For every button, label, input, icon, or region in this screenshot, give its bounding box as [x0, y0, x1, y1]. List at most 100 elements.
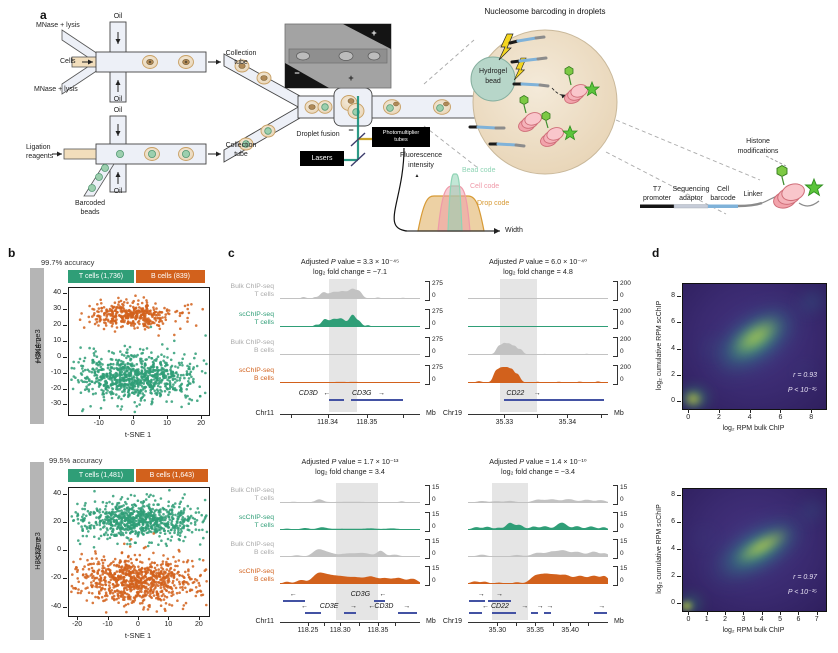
gene-body-bar: [344, 611, 356, 614]
x-tick-mark: [816, 611, 818, 615]
y-tick-mark: [677, 549, 681, 550]
ligation-reagents-label: reagents: [26, 153, 54, 160]
density-blob: [683, 590, 709, 611]
density-blob: [687, 528, 722, 548]
coverage-track: [280, 499, 420, 503]
genome-tracks-cd3-h3k27me3: Adjusted P value = 1.7 × 10⁻¹³ log₂ fold …: [225, 452, 457, 652]
track-label: Bulk ChIP-seq T cells: [225, 283, 274, 299]
correlation-r-annotation: r = 0.93: [793, 372, 817, 379]
gene-strand-arrow-icon: →: [598, 603, 606, 610]
track-label: Bulk ChIP-seq T cells: [225, 487, 274, 503]
y-tick-label: 0: [57, 546, 61, 554]
adjusted-p-value-title: Adjusted P value = 6.0 × 10⁻⁴⁰: [468, 257, 608, 266]
t7-promoter-label: promoter: [642, 195, 672, 202]
gene-strand-arrow-icon: →: [521, 603, 529, 610]
track-label-line: B cells: [253, 346, 274, 354]
track-label-line: T cells: [254, 318, 274, 326]
track-area: [280, 567, 420, 584]
y-axis-title: log₂ cumulative RPM scChIP: [656, 300, 663, 391]
x-axis-title: t-SNE 1: [124, 430, 152, 439]
y-axis-title: t-SNE 2: [34, 337, 43, 364]
scale-bracket: [613, 566, 618, 586]
coverage-track: [280, 549, 420, 557]
gene-body-bar: [531, 611, 538, 614]
heatmap-plot-area: [682, 488, 827, 612]
genomic-axis: [468, 414, 608, 415]
x-axis-title: log₂ RPM bulk ChIP: [722, 627, 785, 634]
lasers-label: Lasers: [311, 155, 333, 162]
pmt-label: tubes: [394, 137, 408, 143]
scale-bracket: [613, 485, 618, 505]
adjusted-p-value-title: Adjusted P value = 1.7 × 10⁻¹³: [280, 457, 420, 466]
y-tick-label: 4: [671, 344, 675, 352]
y-tick-mark: [63, 309, 67, 311]
coverage-track: [468, 342, 608, 355]
y-tick-mark: [63, 522, 67, 524]
scale-max-label: 15: [620, 511, 628, 518]
x-tick-label: 0: [686, 414, 691, 421]
axis-arrow-icon: ▲: [414, 173, 420, 179]
track-label-line: scChIP-seq: [238, 514, 274, 521]
p-value-text: Adjusted: [489, 457, 520, 466]
plus-electrode-label: +: [348, 73, 354, 83]
axis-minor-tick: [552, 623, 554, 626]
p-value-annotation: P < 10⁻¹⁵: [787, 589, 817, 596]
gene-strand-arrow-icon: →: [533, 390, 541, 397]
x-tick-label: 2: [723, 616, 728, 623]
y-tick-label: 20: [53, 321, 61, 329]
y-tick-label: 30: [53, 305, 61, 313]
gene-body-bar: [305, 611, 321, 614]
y-tick-label: -20: [50, 574, 61, 582]
x-tick-label: 3: [741, 616, 746, 623]
track-area: [280, 310, 420, 327]
gene-label: CD3D: [374, 603, 394, 610]
highlight-region: [491, 483, 529, 620]
y-axis-title: t-SNE 2: [34, 537, 43, 565]
coordinate-tick-label: 35.34: [558, 419, 577, 426]
linker-label: Linker: [743, 191, 763, 198]
axis-minor-tick: [601, 415, 602, 418]
histone-mark-hexagon-icon: [519, 95, 529, 105]
histone-modifications-label: modifications: [737, 148, 779, 155]
hydrogel-bead-label: bead: [485, 78, 501, 85]
gene-body-bar: [469, 599, 485, 602]
scale-max-label: 15: [620, 538, 628, 545]
gene-strand-arrow-icon: →: [546, 603, 554, 610]
y-tick-label: -40: [50, 602, 61, 610]
legend-t-cells: T cells (1,481): [68, 469, 134, 482]
droplet-fusion-label: Droplet fusion: [296, 131, 340, 138]
scale-max-label: 15: [620, 565, 628, 572]
y-tick-label: 2: [671, 371, 675, 379]
p-value-text: P: [519, 457, 525, 466]
scale-bracket: [613, 309, 618, 329]
scale-zero-label: 0: [432, 550, 436, 557]
chromosome-label: Chr11: [255, 410, 274, 417]
track-label-line: B cells: [253, 575, 274, 583]
scale-bracket: [613, 512, 618, 532]
signal-curve: [393, 147, 408, 232]
gene-label: CD3D: [298, 390, 318, 397]
x-tick-mark: [688, 611, 690, 615]
y-tick-label: 0: [57, 352, 61, 360]
axis-tick-mark: [308, 623, 309, 626]
barcoded-beads-label: beads: [80, 209, 100, 216]
fold-change-title: log₂ fold change = 3.4: [315, 467, 385, 476]
scale-max-label: 275: [432, 280, 443, 287]
x-tick-mark: [798, 611, 800, 615]
nucleosome-icons: [518, 66, 601, 147]
cell-code-label: Cell code: [470, 183, 500, 190]
coverage-track: [468, 550, 608, 557]
axis-tick-mark: [570, 623, 572, 626]
axis-minor-tick: [291, 415, 293, 418]
axis-minor-tick: [516, 623, 518, 626]
correlation-r-annotation: r = 0.97: [793, 574, 817, 581]
coverage-track: [468, 298, 608, 299]
correlation-heatmap-h3k27me3: r = 0.97 P < 10⁻¹⁵ 0 2 4 6 8 0 1 2 3 4 5 6 7 log₂ RPM b…: [648, 448, 838, 653]
track-label: Bulk ChIP-seq B cells: [225, 339, 274, 355]
scale-max-label: 200: [620, 336, 631, 343]
fluorescence-intensity-label: intensity: [408, 162, 434, 169]
x-tick-label: 20: [197, 420, 206, 427]
histone-mark-hexagon-icon: [776, 164, 788, 178]
histone-modifications-label: Histone: [746, 138, 770, 145]
x-tick-label: -10: [102, 621, 113, 628]
